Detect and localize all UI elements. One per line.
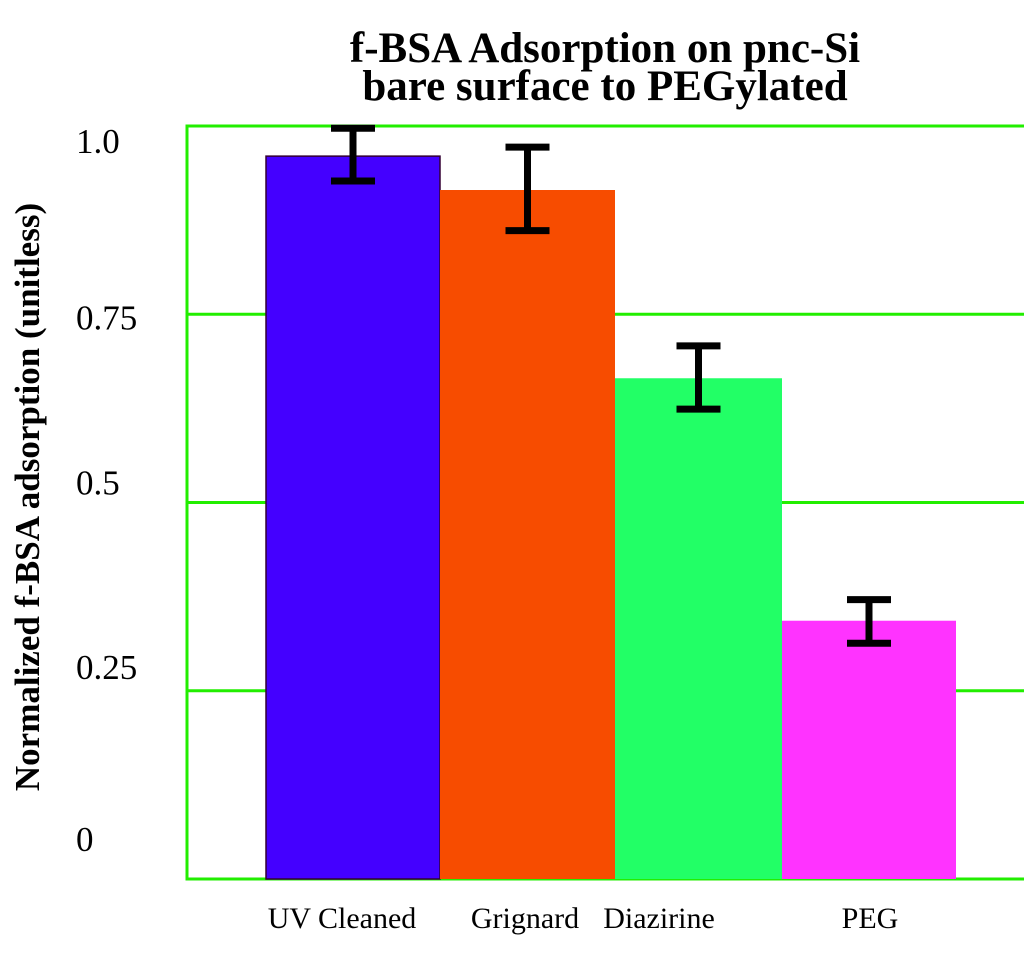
chart-title-line-2: bare surface to PEGylated — [362, 63, 847, 110]
bar-uv-cleaned — [265, 155, 441, 880]
y-tick-label: 0.25 — [76, 648, 137, 687]
error-bar — [676, 342, 721, 413]
y-tick-labels: 0 0.25 0.5 0.75 1.0 — [76, 122, 137, 859]
y-axis-label: Normalized f-BSA adsorption (unitless) — [8, 203, 47, 791]
error-bars — [331, 124, 891, 647]
chart-title-line-1: f-BSA Adsorption on pnc-Si — [350, 25, 860, 72]
bar-grignard — [440, 190, 615, 879]
y-tick-label: 0 — [76, 820, 94, 859]
x-tick-label: PEG — [842, 902, 899, 935]
y-tick-label: 1.0 — [76, 122, 120, 161]
x-tick-label: UV Cleaned — [268, 902, 417, 935]
bar-peg — [782, 620, 956, 879]
error-bar — [331, 124, 375, 185]
bars — [265, 155, 956, 880]
y-tick-label: 0.75 — [76, 298, 137, 337]
error-bar — [505, 143, 550, 235]
bar-diazirine — [615, 378, 782, 879]
y-tick-label: 0.5 — [76, 464, 120, 503]
x-tick-label: Diazirine — [603, 902, 715, 935]
chart-title: f-BSA Adsorption on pnc-Si bare surface … — [350, 25, 860, 110]
x-tick-label: Grignard — [471, 902, 579, 935]
error-bar — [847, 596, 891, 647]
x-tick-labels: UV Cleaned Grignard Diazirine PEG — [268, 902, 899, 935]
